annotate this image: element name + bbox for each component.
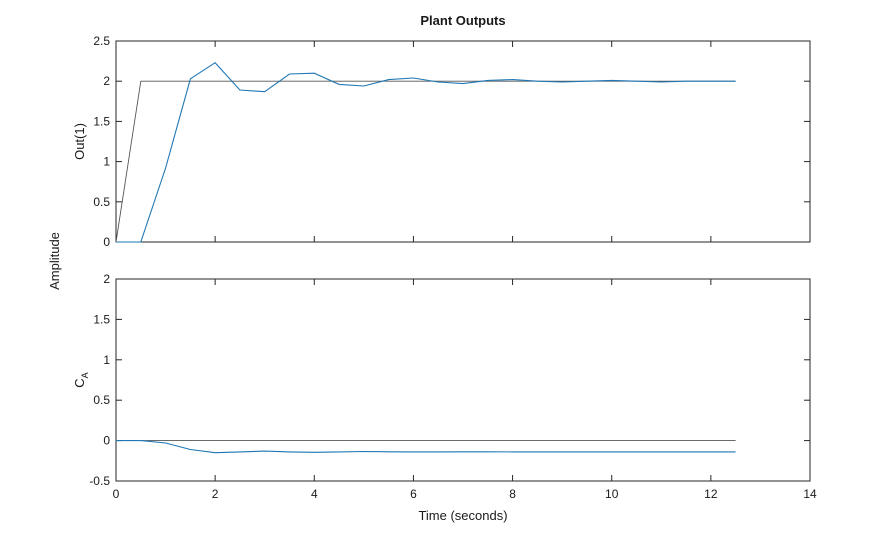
y-tick-label: 2 [103,74,110,88]
chart-title: Plant Outputs [420,13,505,28]
x-tick-label: 2 [212,487,219,501]
y-tick-label: 1 [103,353,110,367]
y-tick-label: 0.5 [93,393,110,407]
y-tick-label: 0 [103,434,110,448]
y-tick-label: 0.5 [93,195,110,209]
axes-box [115,278,811,482]
x-axis-label: Time (seconds) [418,508,507,523]
y-tick-label: 1 [103,155,110,169]
y-axis-label-subscript: A [80,372,90,378]
axes-box [115,40,811,243]
x-tick-label: 8 [509,487,516,501]
y-tick-label: 0 [103,235,110,249]
x-tick-label: 4 [311,487,318,501]
y-tick-label: -0.5 [89,474,110,488]
y-tick-label: 2.5 [93,34,110,48]
x-tick-label: 14 [803,487,817,501]
x-tick-label: 12 [704,487,718,501]
response-line [116,440,736,454]
shared-y-axis-label: Amplitude [47,232,62,290]
x-tick-label: 10 [605,487,619,501]
subplot-1: 0 0.5 1 1.5 2 2.5 Out(1) [72,34,811,249]
y-tick-label: 2 [103,272,110,286]
y-axis-label: Out(1) [72,123,87,160]
y-axis-label: CA [72,372,90,387]
y-tick-label: 1.5 [93,114,110,128]
x-tick-label: 0 [113,487,120,501]
y-tick-label: 1.5 [93,312,110,326]
x-tick-label: 6 [410,487,417,501]
response-line [116,61,736,243]
